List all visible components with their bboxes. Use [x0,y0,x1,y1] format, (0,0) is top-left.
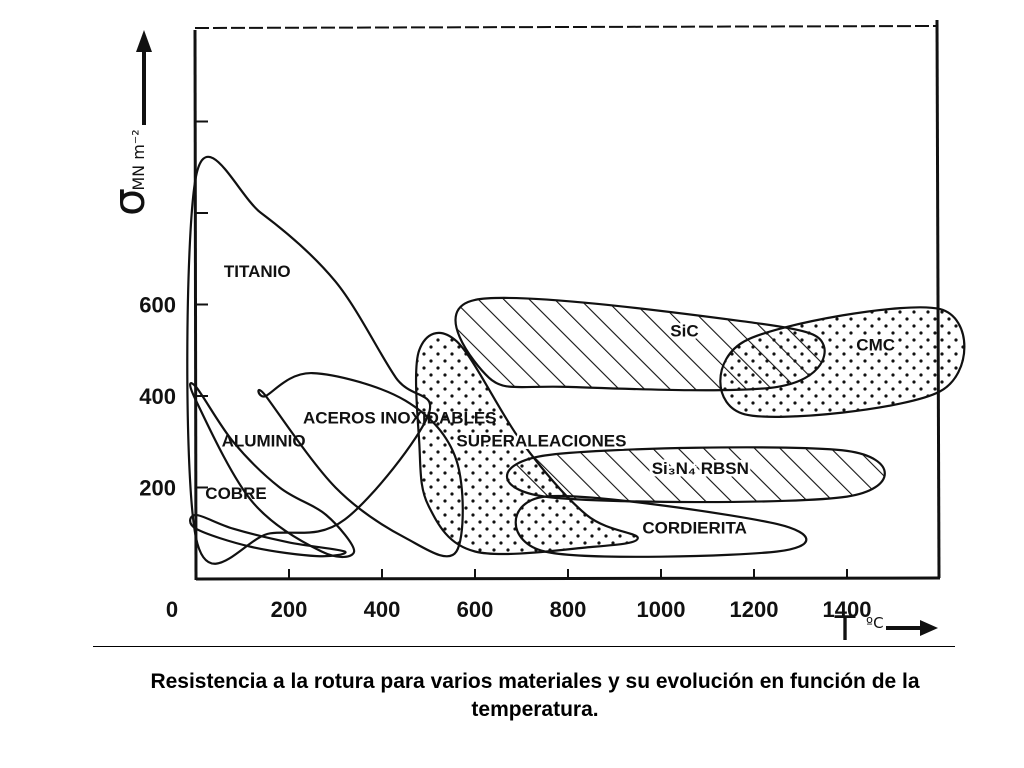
frame-top [194,25,938,29]
y-axis-ticks: 200 400 600 [139,120,208,501]
y-axis-line [193,29,198,581]
strength-vs-temperature-chart: TITANIO ALUMINIO COBRE ACEROS INOXIDABLES SU… [104,19,966,640]
x-tick-label: 400 [364,597,401,622]
label-aceros-inoxidables: ACEROS INOXIDABLES [303,408,497,427]
region-cordierita [514,495,808,558]
x-axis-symbol: T [834,609,856,640]
x-axis-arrow-head [920,620,938,636]
label-superaleaciones: SUPERALEACIONES [456,431,626,450]
region-cmc [719,306,966,418]
figure-caption: Resistencia a la rotura para varios mate… [150,670,920,721]
x-tick-label: 200 [271,597,308,622]
material-labels: TITANIO ALUMINIO COBRE ACEROS INOXIDABLES SU… [205,262,897,537]
y-axis-arrow-head [136,30,152,52]
x-tick-label: 1000 [637,597,686,622]
region-superaleaciones [414,331,639,556]
x-tick-label: 0 [166,597,178,622]
region-cobre [189,513,347,558]
label-cmc: CMC [856,335,895,354]
y-axis-unit: MN m⁻² [129,129,148,190]
label-cobre: COBRE [205,484,266,503]
label-cordierita: CORDIERITA [642,518,747,537]
region-si-n-rbsn [505,446,886,504]
x-axis-title: T ºC [834,609,938,640]
label-sic: SiC [670,322,698,341]
x-tick-label: 1400 [823,597,872,622]
x-axis-ticks: 0 200 400 600 800 1000 1200 1400 [166,569,872,622]
y-tick-label: 200 [139,476,176,501]
caption-divider [93,646,955,647]
x-tick-label: 1200 [730,597,779,622]
y-axis-symbol: σ [104,188,155,216]
x-tick-label: 600 [457,597,494,622]
y-axis-title: σ MN m⁻² [104,30,155,216]
frame-right [935,19,941,579]
label-si-n-rbsn: Si₃N₄ RBSN [652,459,749,478]
region-aceros-inoxidables [257,371,464,558]
y-tick-label: 400 [139,384,176,409]
y-tick-label: 600 [139,293,176,318]
x-axis-unit: ºC [866,614,884,632]
label-aluminio: ALUMINIO [222,431,306,450]
label-titanio: TITANIO [224,262,291,281]
region-aluminio [189,382,356,559]
x-tick-label: 800 [550,597,587,622]
material-regions [186,155,966,565]
